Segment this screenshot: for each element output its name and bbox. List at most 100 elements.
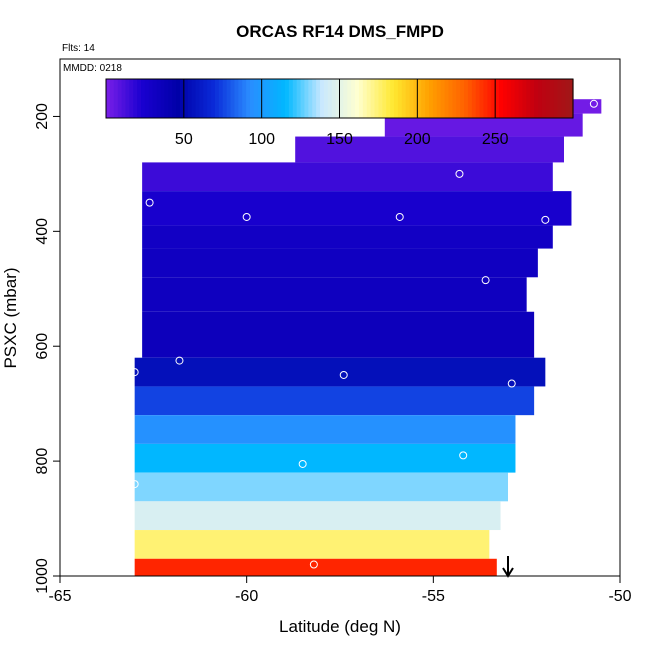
colorbar-tick-label: 150	[326, 131, 353, 148]
colorbar-segment	[152, 79, 158, 118]
flight-point	[175, 356, 184, 365]
colorbar-segment	[335, 79, 341, 118]
colorbar-segment	[370, 79, 376, 118]
colorbar-segment	[456, 79, 461, 118]
y-tick-label: 600	[34, 333, 51, 360]
heatmap-cell	[134, 386, 535, 416]
heatmap-cell	[134, 415, 516, 444]
flight-point	[309, 560, 318, 569]
colorbar-segment	[545, 79, 551, 118]
colorbar-segment	[534, 79, 539, 118]
colorbar-segment	[164, 79, 169, 118]
colorbar-segment	[183, 79, 189, 118]
colorbar-segment	[413, 79, 418, 118]
flight-point	[481, 276, 490, 285]
colorbar-segment	[257, 79, 263, 118]
colorbar-segment	[172, 79, 177, 118]
flight-point	[589, 99, 598, 108]
colorbar-segment	[502, 79, 508, 118]
flight-point	[242, 212, 251, 221]
flight-point	[298, 459, 307, 468]
x-tick-label: -55	[422, 588, 445, 605]
colorbar-tick-label: 200	[404, 131, 431, 148]
colorbar-segment	[218, 79, 224, 118]
flight-point	[507, 379, 516, 388]
colorbar-segment	[355, 79, 360, 118]
colorbar-segment	[144, 79, 150, 118]
colorbar-segment	[499, 79, 504, 118]
colorbar-segment	[483, 79, 488, 118]
colorbar-segment	[222, 79, 228, 118]
colorbar-segment	[386, 79, 391, 118]
colorbar-segment	[211, 79, 216, 118]
colorbar-segment	[382, 79, 387, 118]
colorbar-segment	[409, 79, 415, 118]
colorbar-segment	[557, 79, 562, 118]
colorbar-segment	[464, 79, 469, 118]
colorbar-segment	[320, 79, 325, 118]
colorbar-segment	[117, 79, 123, 118]
colorbar-segment	[362, 79, 368, 118]
colorbar-segment	[106, 79, 111, 118]
colorbar-segment	[246, 79, 251, 118]
colorbar-segment	[199, 79, 204, 118]
colorbar-segment	[479, 79, 485, 118]
colorbar-segment	[137, 79, 142, 118]
colorbar-segment	[475, 79, 481, 118]
colorbar-segment	[339, 79, 344, 118]
colorbar-segment	[179, 79, 185, 118]
colorbar-segment	[121, 79, 127, 118]
heatmap-cell	[134, 472, 508, 502]
colorbar-segment	[436, 79, 442, 118]
heatmap-cell	[142, 248, 538, 278]
colorbar-segment	[565, 79, 570, 118]
colorbar-segment	[323, 79, 329, 118]
latitude-marker-arrow	[502, 556, 514, 578]
colorbar-segment	[397, 79, 403, 118]
colorbar-tick-label: 50	[175, 131, 193, 148]
colorbar-segment	[133, 79, 138, 118]
colorbar-segment	[549, 79, 555, 118]
colorbar-segment	[510, 79, 516, 118]
colorbar-segment	[417, 79, 422, 118]
colorbar-segment	[495, 79, 500, 118]
colorbar-segment	[312, 79, 317, 118]
colorbar-segment	[261, 79, 267, 118]
heatmap-cell	[142, 225, 553, 249]
colorbar-tick-label: 100	[248, 131, 275, 148]
colorbar-segment	[141, 79, 146, 118]
colorbar-segment	[351, 79, 356, 118]
flight-point	[459, 451, 468, 460]
colorbar-segment	[467, 79, 473, 118]
colorbar-segment	[207, 79, 212, 118]
colorbar-segment	[242, 79, 247, 118]
colorbar-segment	[366, 79, 372, 118]
heatmap-cell	[142, 162, 553, 192]
colorbar-segment	[541, 79, 547, 118]
y-axis-label: PSXC (mbar)	[1, 267, 20, 368]
x-tick-label: -60	[235, 588, 258, 605]
colorbar-segment	[530, 79, 535, 118]
colorbar-segment	[214, 79, 220, 118]
colorbar-segment	[269, 79, 274, 118]
colorbar-segment	[308, 79, 313, 118]
flight-points	[130, 99, 598, 569]
heatmap-cell	[134, 530, 490, 559]
colorbar-segment	[234, 79, 239, 118]
colorbar-segment	[429, 79, 434, 118]
heatmap-cell	[134, 501, 501, 531]
colorbar-segment	[452, 79, 457, 118]
colorbar-segment	[444, 79, 450, 118]
x-tick-label: -65	[48, 588, 71, 605]
colorbar-segment	[460, 79, 465, 118]
heatmap-cell	[134, 443, 516, 473]
colorbar-segment	[514, 79, 520, 118]
heatmap-cell	[295, 136, 564, 163]
colorbar-segment	[281, 79, 286, 118]
colorbar-segment	[432, 79, 438, 118]
colorbar-segment	[292, 79, 298, 118]
colorbar-segment	[487, 79, 492, 118]
colorbar-segment	[405, 79, 411, 118]
flight-point	[541, 215, 550, 224]
